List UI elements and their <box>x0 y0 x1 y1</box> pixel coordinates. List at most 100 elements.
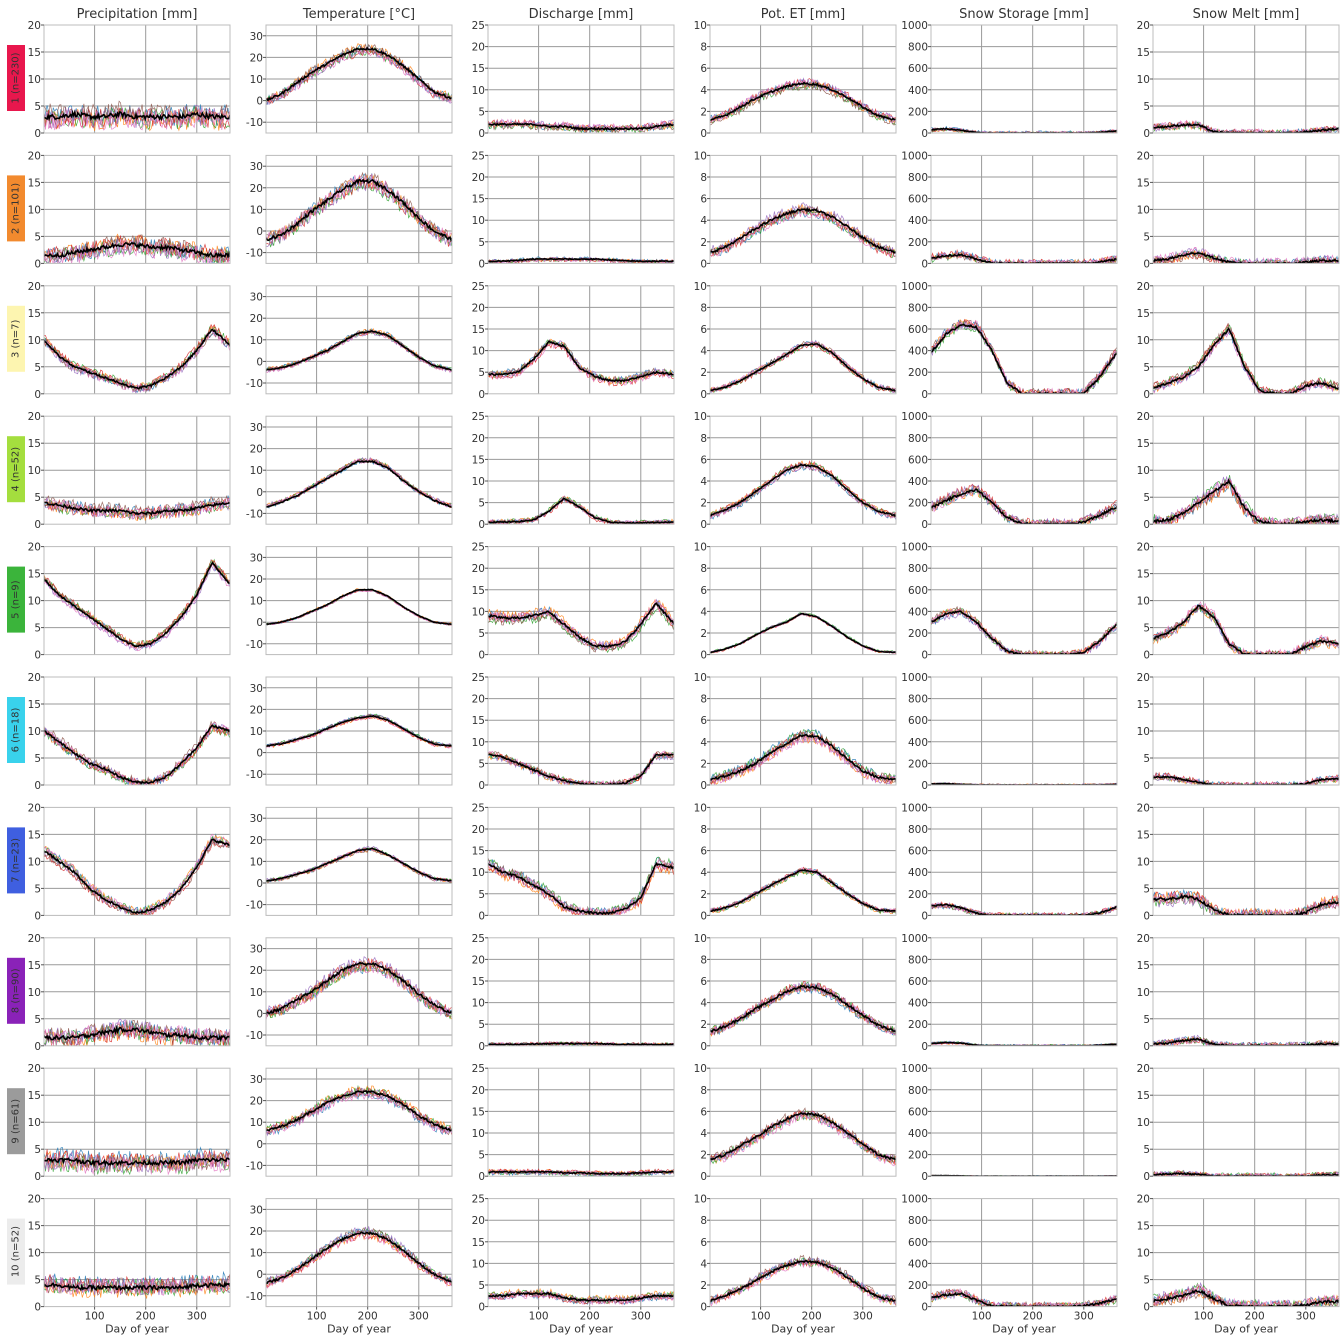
mean-line <box>1153 775 1339 785</box>
ytick-label: 20 <box>250 444 263 456</box>
ytick-label: 0 <box>921 258 928 270</box>
member-line <box>488 339 674 384</box>
panel-frame <box>709 1198 897 1308</box>
ytick-label: 5 <box>478 367 485 379</box>
xtick-label: 200 <box>136 1311 156 1323</box>
ytick-label: 5 <box>478 237 485 249</box>
row-color-box <box>7 697 25 763</box>
ytick-label: 0 <box>921 910 928 922</box>
ytick-label: 20 <box>28 150 41 162</box>
panel-r8-precip: 0 5 10 15 20 <box>28 933 231 1053</box>
member-line <box>266 329 452 372</box>
ytick-label: 2 <box>700 889 707 901</box>
row-label-8: 8 (n=90) <box>7 957 25 1024</box>
member-line <box>266 959 452 1018</box>
member-line <box>266 1230 452 1289</box>
panel-r3-precip: 0 5 10 15 20 <box>28 281 231 401</box>
member-line <box>266 177 452 247</box>
ytick-label: -10 <box>246 378 263 390</box>
ytick-label: 0 <box>34 519 41 531</box>
member-line <box>710 1110 896 1166</box>
member-line <box>266 715 452 749</box>
row-label-text: 5 (n=9) <box>11 580 22 619</box>
mean-line <box>488 1170 674 1175</box>
ytick-label: 5 <box>34 623 41 635</box>
ytick-label: 20 <box>472 433 485 445</box>
panel-r8-snowmelt: 0 5 10 15 20 <box>1137 933 1340 1053</box>
row-label-text: 2 (n=101) <box>11 183 22 234</box>
ytick-label: -10 <box>246 117 263 129</box>
member-line <box>266 178 452 247</box>
member-line <box>266 458 452 507</box>
ytick-label: 8 <box>700 433 707 445</box>
ytick-label: 4 <box>700 1128 707 1140</box>
xtick-label: 200 <box>1245 1311 1265 1323</box>
mean-line <box>1153 251 1339 264</box>
xtick-label: 300 <box>1296 1311 1316 1323</box>
ytick-label: 20 <box>1137 933 1150 945</box>
ytick-label: 20 <box>250 704 263 716</box>
panel-r7-snowstor: 0 200 400 600 800 1000 <box>901 802 1118 922</box>
member-line <box>266 177 452 248</box>
mean-line <box>44 1280 230 1292</box>
ytick-label: 0 <box>256 617 263 629</box>
ytick-label: 5 <box>478 628 485 640</box>
ytick-label: 5 <box>1143 883 1150 895</box>
mean-line <box>266 1090 452 1132</box>
column-title-pet: Pot. ET [mm] <box>761 7 845 22</box>
ytick-label: 6 <box>700 1237 707 1249</box>
member-line <box>488 601 674 653</box>
xtick-label: 300 <box>409 1311 429 1323</box>
ytick-label: 20 <box>472 563 485 575</box>
member-line <box>710 1258 896 1306</box>
member-line <box>266 173 452 243</box>
member-line <box>44 495 230 519</box>
ytick-label: 15 <box>28 699 41 711</box>
ytick-label: 10 <box>694 1063 707 1075</box>
ytick-label: 15 <box>472 976 485 988</box>
ytick-label: 5 <box>34 1275 41 1287</box>
ytick-label: 20 <box>28 1194 41 1206</box>
ytick-label: 10 <box>694 411 707 423</box>
panel-frame <box>709 676 897 786</box>
ytick-label: 800 <box>908 563 928 575</box>
member-line <box>44 563 230 652</box>
ytick-label: 2 <box>700 237 707 249</box>
row-label-4: 4 (n=52) <box>7 436 25 503</box>
member-line <box>44 558 230 649</box>
ytick-label: 0 <box>34 1171 41 1183</box>
member-line <box>1153 1036 1339 1046</box>
panel-frame <box>930 1198 1118 1308</box>
ytick-label: 20 <box>28 411 41 423</box>
ytick-label: 10 <box>28 335 41 347</box>
panel-frame <box>930 806 1118 916</box>
ytick-label: 15 <box>1137 1090 1150 1102</box>
member-line <box>266 961 452 1021</box>
ytick-label: 10 <box>472 215 485 227</box>
ytick-label: 5 <box>478 889 485 901</box>
ytick-label: 10 <box>472 346 485 358</box>
mean-line <box>1153 604 1339 655</box>
member-line <box>266 847 452 883</box>
ytick-label: 400 <box>908 346 928 358</box>
member-line <box>266 458 452 508</box>
panel-r7-pet: 0 2 4 6 8 10 <box>694 802 897 922</box>
member-line <box>710 1110 896 1165</box>
x-axis-label: Day of year <box>771 1323 835 1336</box>
ytick-label: 6 <box>700 324 707 336</box>
ytick-label: 10 <box>28 1117 41 1129</box>
ytick-label: 10 <box>472 737 485 749</box>
panel-r4-pet: 0 2 4 6 8 10 <box>694 411 897 531</box>
ytick-label: 10 <box>250 1117 263 1129</box>
ytick-label: 30 <box>250 683 263 695</box>
ytick-label: 15 <box>1137 569 1150 581</box>
ytick-label: 0 <box>478 519 485 531</box>
ytick-label: 10 <box>694 281 707 293</box>
panel-r6-snowstor: 0 200 400 600 800 1000 <box>901 672 1118 792</box>
ytick-label: 20 <box>28 542 41 554</box>
ytick-label: 6 <box>700 63 707 75</box>
ytick-label: 15 <box>28 308 41 320</box>
panel-frame <box>487 806 675 916</box>
ytick-label: 2 <box>700 1150 707 1162</box>
ytick-label: 30 <box>250 422 263 434</box>
